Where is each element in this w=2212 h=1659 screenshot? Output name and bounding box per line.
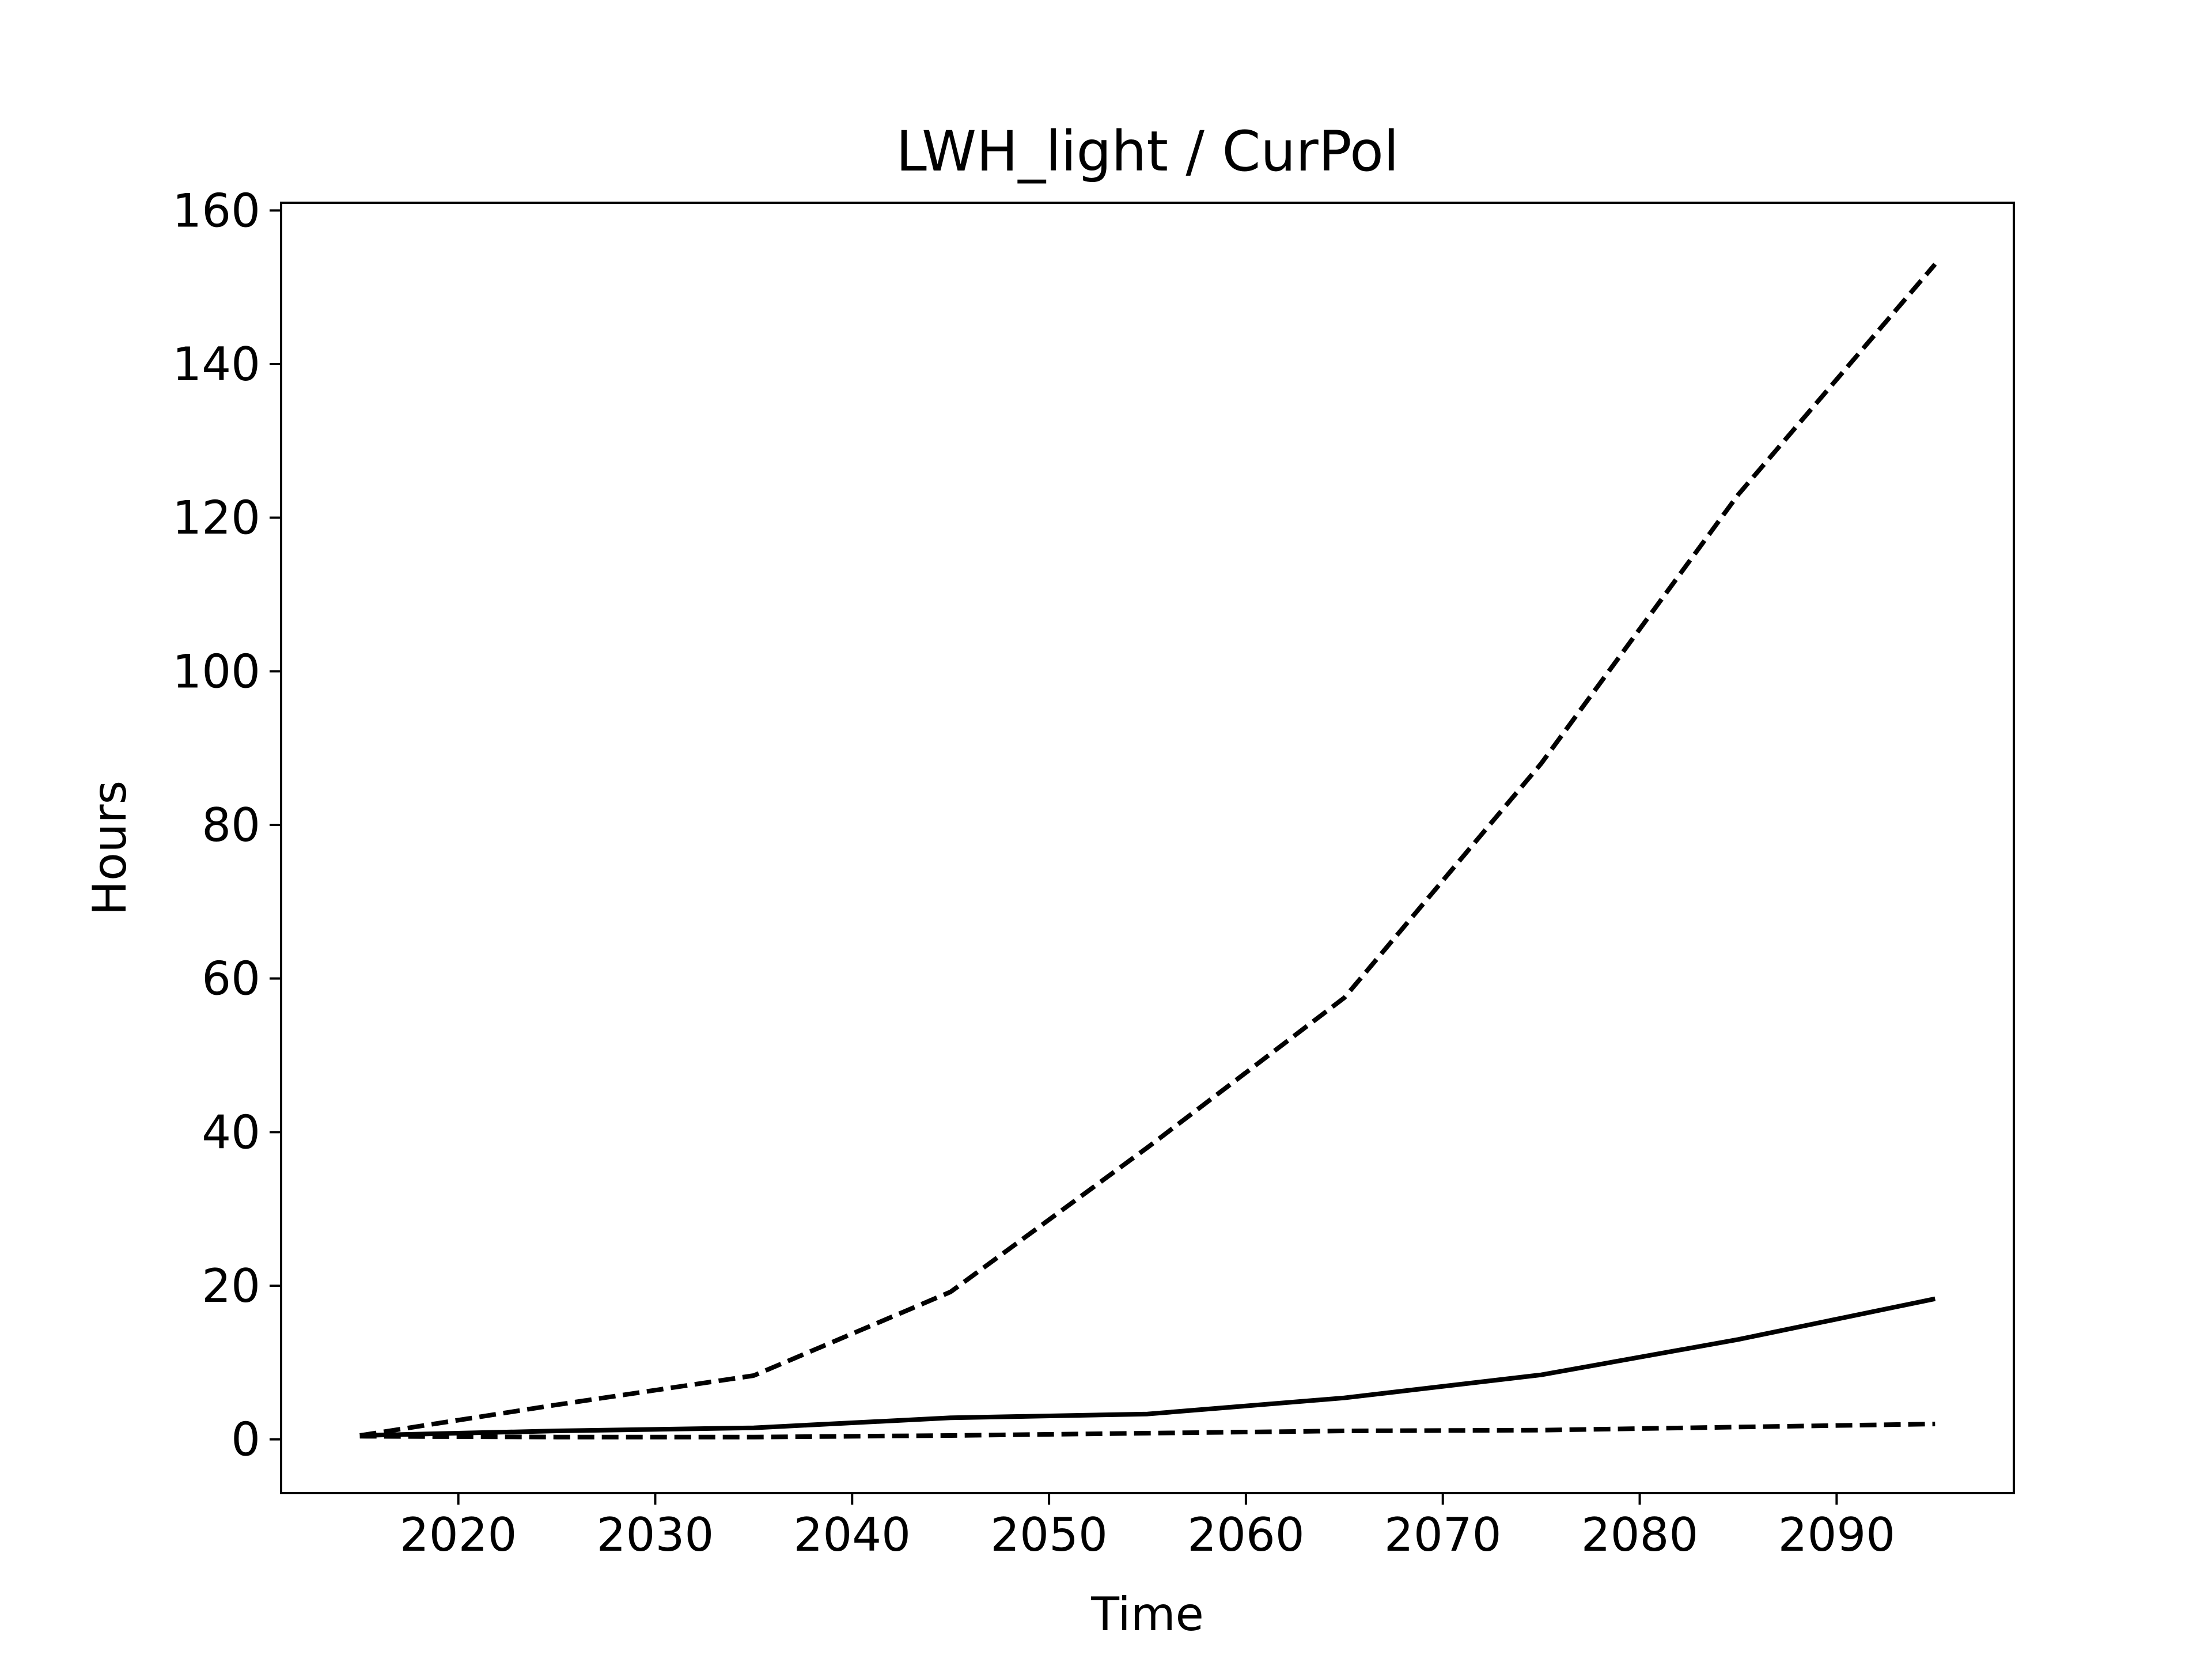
y-axis-title: Hours [83,781,137,915]
y-tick-label: 140 [172,338,260,391]
y-tick-label: 0 [231,1413,260,1467]
x-tick-label: 2080 [1581,1508,1699,1562]
x-axis-title: Time [1090,1588,1204,1641]
y-tick-label: 80 [202,798,260,852]
x-tick-label: 2070 [1384,1508,1502,1562]
y-tick-label: 40 [202,1105,260,1159]
y-tick-label: 20 [202,1259,260,1313]
series-line-3 [359,1422,1936,1440]
series-line-2 [359,1296,1936,1438]
y-tick-label: 60 [202,952,260,1006]
x-tick-label: 2030 [597,1508,714,1562]
x-tick-label: 2050 [990,1508,1108,1562]
x-tick-label: 2090 [1778,1508,1896,1562]
chart-title: LWH_light / CurPol [896,119,1399,184]
plot-frame [280,202,2015,1494]
plot-area [359,263,1937,1440]
series-line-1 [359,263,1937,1438]
y-tick-label: 160 [172,184,260,237]
x-tick-label: 2040 [793,1508,911,1562]
y-tick-label: 100 [172,645,260,698]
y-tick-label: 120 [172,491,260,545]
x-tick-label: 2020 [400,1508,517,1562]
x-tick-label: 2060 [1187,1508,1305,1562]
